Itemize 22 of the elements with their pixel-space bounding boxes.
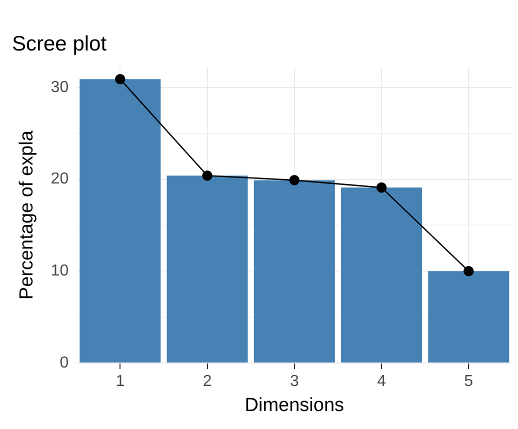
- y-tick-label: 20: [50, 170, 69, 188]
- bar: [254, 180, 335, 362]
- bar: [166, 176, 248, 362]
- chart-title: Scree plot: [12, 32, 107, 56]
- x-tick-label: 2: [202, 373, 212, 390]
- x-axis-title: Dimensions: [244, 394, 344, 416]
- point: [463, 266, 474, 276]
- point: [202, 170, 212, 181]
- point: [289, 175, 300, 186]
- point: [376, 182, 387, 193]
- x-tick-label: 4: [377, 373, 386, 390]
- point: [115, 74, 126, 84]
- y-tick-label: 10: [50, 262, 69, 280]
- x-tick-label: 1: [116, 373, 125, 390]
- y-tick-label: 0: [60, 354, 69, 372]
- bar: [341, 188, 422, 362]
- bar: [80, 79, 161, 362]
- y-tick-label: 30: [50, 78, 69, 96]
- bar: [428, 271, 510, 362]
- x-tick-label: 3: [290, 373, 299, 390]
- x-tick-label: 5: [464, 373, 474, 390]
- y-axis-title: Percentage of expla: [16, 130, 38, 300]
